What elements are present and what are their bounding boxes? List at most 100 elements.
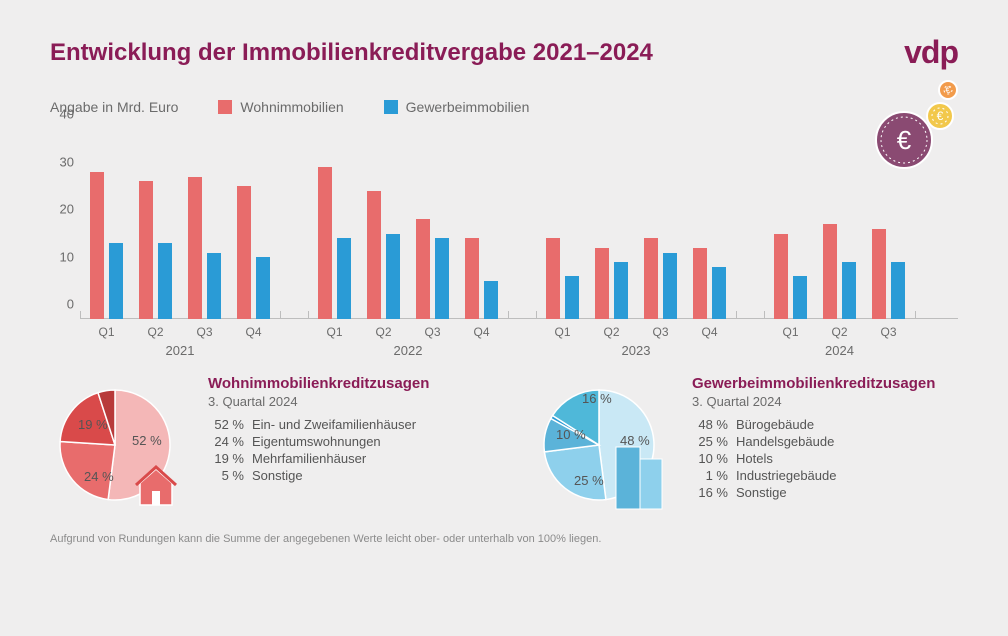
svg-text:€: € <box>897 125 912 155</box>
bar-series2 <box>614 262 628 319</box>
bar-series2 <box>158 243 172 319</box>
pie-slice-label: 19 % <box>78 417 108 432</box>
pie-legend-label: Hotels <box>736 451 773 466</box>
bar-pair: Q3 <box>416 219 449 319</box>
pie-slice-label: 24 % <box>84 469 114 484</box>
pie-legend-pct: 24 % <box>208 434 244 449</box>
quarter-label: Q2 <box>367 325 400 339</box>
bar-pair: Q2 <box>595 248 628 319</box>
pie1-subtitle: 3. Quartal 2024 <box>208 394 429 409</box>
quarter-label: Q3 <box>872 325 905 339</box>
year-label: 2021 <box>90 343 270 358</box>
bar-series1 <box>546 238 560 319</box>
quarter-label: Q1 <box>546 325 579 339</box>
pie-slice-label: 25 % <box>574 473 604 488</box>
bar-pair: Q3 <box>188 177 221 320</box>
pie-slice-label: 48 % <box>620 433 650 448</box>
bar-series1 <box>774 234 788 320</box>
pie-slice-label: 16 % <box>582 391 612 406</box>
pie-legend-row: 10 % Hotels <box>692 451 935 466</box>
bar-series1 <box>872 229 886 319</box>
legend-label-2: Gewerbeimmobilien <box>406 99 530 115</box>
year-label: 2022 <box>318 343 498 358</box>
bar-series1 <box>416 219 430 319</box>
pie-legend-row: 48 % Bürogebäude <box>692 417 935 432</box>
pie-legend-pct: 10 % <box>692 451 728 466</box>
bar-series2 <box>337 238 351 319</box>
pie-legend-row: 24 % Eigentumswohnungen <box>208 434 429 449</box>
pie-legend-row: 1 % Industriegebäude <box>692 468 935 483</box>
pie-legend-label: Ein- und Zweifamilienhäuser <box>252 417 416 432</box>
pie-legend-pct: 1 % <box>692 468 728 483</box>
pie-legend-label: Mehrfamilienhäuser <box>252 451 366 466</box>
pie-slice-label: 10 % <box>556 427 586 442</box>
building-icon <box>616 447 662 509</box>
pie-legend-row: 19 % Mehrfamilienhäuser <box>208 451 429 466</box>
bar-series2 <box>484 281 498 319</box>
quarter-label: Q2 <box>823 325 856 339</box>
year-label: 2024 <box>774 343 905 358</box>
bar-series2 <box>842 262 856 319</box>
legend-swatch-2 <box>384 100 398 114</box>
legend-swatch-1 <box>218 100 232 114</box>
y-tick: 30 <box>60 154 74 169</box>
bar-series1 <box>90 172 104 319</box>
pie-block-1: 52 %24 %19 % Wohnimmobilienkreditzusagen… <box>50 375 474 515</box>
bar-series2 <box>663 253 677 320</box>
bar-series2 <box>712 267 726 319</box>
pie2-subtitle: 3. Quartal 2024 <box>692 394 935 409</box>
bar-pair: Q4 <box>237 186 270 319</box>
pie-legend-pct: 5 % <box>208 468 244 483</box>
pie-legend-label: Eigentumswohnungen <box>252 434 381 449</box>
bar-pair: Q2 <box>367 191 400 319</box>
quarter-label: Q4 <box>237 325 270 339</box>
bar-series1 <box>237 186 251 319</box>
legend-item-1: Wohnimmobilien <box>218 99 343 115</box>
pie-legend-pct: 16 % <box>692 485 728 500</box>
bar-pair: Q1 <box>90 172 123 319</box>
quarter-label: Q1 <box>90 325 123 339</box>
bar-series2 <box>891 262 905 319</box>
pie-legend-pct: 19 % <box>208 451 244 466</box>
pie-legend-row: 52 % Ein- und Zweifamilienhäuser <box>208 417 429 432</box>
bar-series1 <box>139 181 153 319</box>
bar-series1 <box>595 248 609 319</box>
logo: vdp <box>904 34 958 71</box>
bar-series1 <box>693 248 707 319</box>
quarter-label: Q4 <box>465 325 498 339</box>
quarter-label: Q3 <box>188 325 221 339</box>
bar-pair: Q1 <box>546 238 579 319</box>
pie2-title: Gewerbeimmobilienkreditzusagen <box>692 375 935 392</box>
bar-series2 <box>435 238 449 319</box>
pie-legend-row: 5 %Sonstige <box>208 468 429 483</box>
y-tick: 0 <box>67 297 74 312</box>
y-tick: 40 <box>60 107 74 122</box>
bar-series2 <box>565 276 579 319</box>
y-tick: 10 <box>60 249 74 264</box>
bar-series1 <box>318 167 332 319</box>
bar-series2 <box>386 234 400 320</box>
pie-legend-pct: 48 % <box>692 417 728 432</box>
footnote: Aufgrund von Rundungen kann die Summe de… <box>50 533 958 545</box>
bar-pair: Q3 <box>644 238 677 319</box>
bar-series1 <box>823 224 837 319</box>
bar-pair: Q4 <box>693 248 726 319</box>
quarter-label: Q2 <box>139 325 172 339</box>
quarter-label: Q2 <box>595 325 628 339</box>
quarter-label: Q1 <box>774 325 807 339</box>
pie-legend-pct: 52 % <box>208 417 244 432</box>
bar-series2 <box>793 276 807 319</box>
pie-legend-label: Handelsgebäude <box>736 434 834 449</box>
y-tick: 20 <box>60 202 74 217</box>
bar-series1 <box>644 238 658 319</box>
quarter-label: Q4 <box>693 325 726 339</box>
bar-series2 <box>256 257 270 319</box>
pie-legend-label: Bürogebäude <box>736 417 814 432</box>
bar-pair: Q3 <box>872 229 905 319</box>
pie-legend-pct: 25 % <box>692 434 728 449</box>
pie-legend-row: 25 % Handelsgebäude <box>692 434 935 449</box>
page-title: Entwicklung der Immobilienkreditvergabe … <box>50 39 653 67</box>
quarter-label: Q3 <box>644 325 677 339</box>
bar-series2 <box>207 253 221 320</box>
pie-legend-label: Industriegebäude <box>736 468 836 483</box>
